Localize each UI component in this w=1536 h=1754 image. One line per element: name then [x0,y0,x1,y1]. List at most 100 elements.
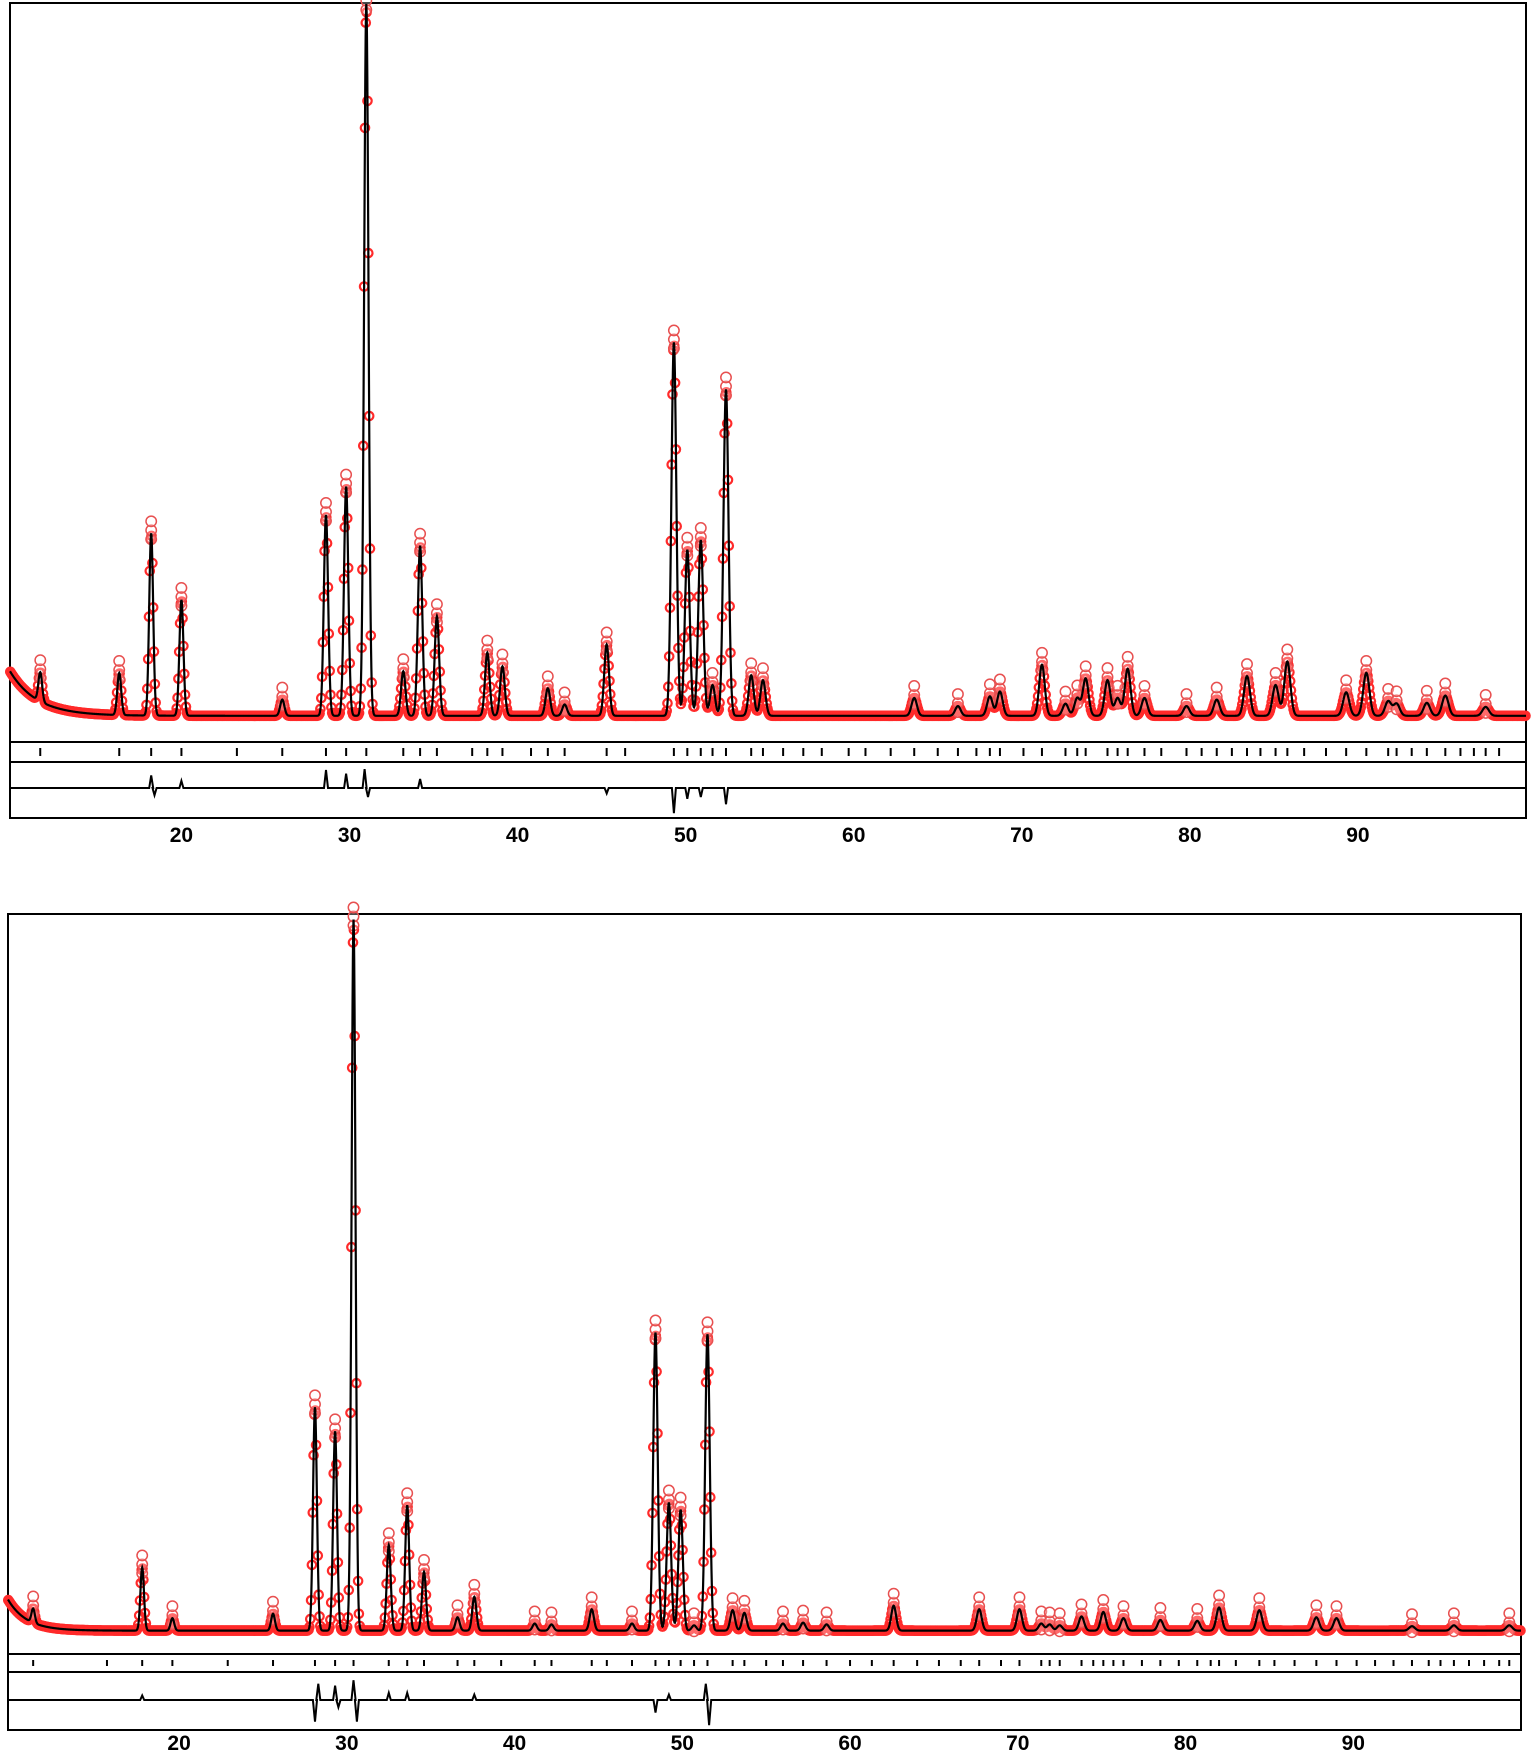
observed-point [340,468,353,481]
observed-point [401,1487,414,1500]
observed-point [1071,679,1084,692]
observed-point [694,522,707,534]
x-tick-label: 50 [674,824,697,847]
observed-point [1213,1589,1226,1602]
observed-point [1111,679,1124,692]
observed-point [1340,674,1353,687]
observed-point [983,687,996,700]
observed-point [113,654,126,667]
observed-point [1013,1591,1026,1604]
observed-point [1406,1608,1418,1621]
observed-point [1101,662,1114,675]
observed-point [414,527,427,540]
observed-point [1439,686,1452,699]
observed-point [951,697,964,710]
observed-point [757,662,769,675]
observed-point [267,1595,279,1608]
observed-point [541,670,554,683]
observed-point [1036,646,1048,659]
observed-point [706,667,719,679]
observed-point [738,1594,751,1607]
observed-point [329,1413,342,1426]
observed-point [1210,681,1223,694]
observed-point [1043,1606,1056,1619]
x-tick-label: 80 [1178,824,1201,847]
observed-point [145,515,158,528]
observed-point [468,1578,481,1591]
x-tick-label: 20 [170,824,193,847]
observed-point [136,1549,149,1562]
observed-point [1154,1602,1167,1614]
observed-point [1439,677,1452,690]
observed-point [528,1605,541,1618]
plot-frame [9,2,1527,819]
observed-point [745,657,758,670]
observed-point [1390,685,1403,698]
observed-point [688,1607,700,1620]
observed-point [496,648,509,661]
observed-point [320,496,332,509]
observed-point [558,686,571,699]
x-tick-label: 20 [167,1732,190,1754]
observed-point [27,1590,40,1603]
observed-point [797,1604,810,1617]
x-tick-label: 70 [1006,1732,1029,1754]
observed-point [1079,660,1092,673]
observed-point [1479,688,1492,701]
observed-point [983,678,996,691]
observed-point [1059,694,1072,707]
plot-frame [7,913,1522,1731]
observed-series [3,901,1526,1639]
observed-point [382,1527,395,1540]
calculated-series [7,919,1521,1632]
reflection-ticks [39,748,1501,756]
observed-point [545,1606,558,1619]
observed-point [1097,1594,1110,1606]
chart-panel-1: 20 30 40 50 60 70 80 90 [5,0,1531,847]
observed-point [820,1606,833,1619]
observed-point [1059,685,1072,698]
observed-point [276,681,289,694]
observed-point [1360,654,1373,667]
observed-point [1253,1592,1266,1605]
x-tick-label: 60 [838,1732,861,1754]
observed-point [662,1484,675,1497]
x-tick-label: 70 [1010,824,1033,847]
observed-point [973,1591,986,1604]
observed-point [1420,693,1433,706]
observed-point [1390,694,1403,707]
observed-point [1180,688,1193,701]
observed-series [5,0,1531,722]
observed-point [451,1599,464,1612]
observed-point [701,1316,714,1329]
observed-point [1330,1600,1343,1613]
observed-point [430,598,443,611]
observed-point [1117,1600,1130,1613]
difference-series [8,1680,1521,1726]
reflection-ticks [32,1660,1511,1666]
observed-point [1138,680,1151,692]
observed-point [1503,1607,1516,1620]
observed-point [1191,1602,1204,1615]
observed-point [887,1587,900,1600]
x-tick-label: 50 [671,1732,694,1754]
observed-point [1180,697,1193,710]
observed-point [1269,676,1282,688]
observed-point [993,673,1006,686]
observed-point [993,682,1006,695]
observed-point [585,1591,598,1604]
observed-point [1121,650,1134,663]
observed-point [175,581,188,594]
x-tick-label: 30 [335,1732,358,1754]
observed-point [674,1491,687,1504]
observed-point [418,1553,430,1566]
observed-point [309,1389,321,1402]
observed-point [34,654,47,667]
observed-point [1269,667,1282,679]
observed-point [347,901,360,914]
observed-point [626,1605,638,1618]
x-tick-label: 90 [1346,824,1369,847]
x-tick-label: 30 [338,824,361,847]
chart-panel-2: 20 30 40 50 60 70 80 90 [3,901,1526,1754]
x-tick-label: 40 [506,824,529,847]
